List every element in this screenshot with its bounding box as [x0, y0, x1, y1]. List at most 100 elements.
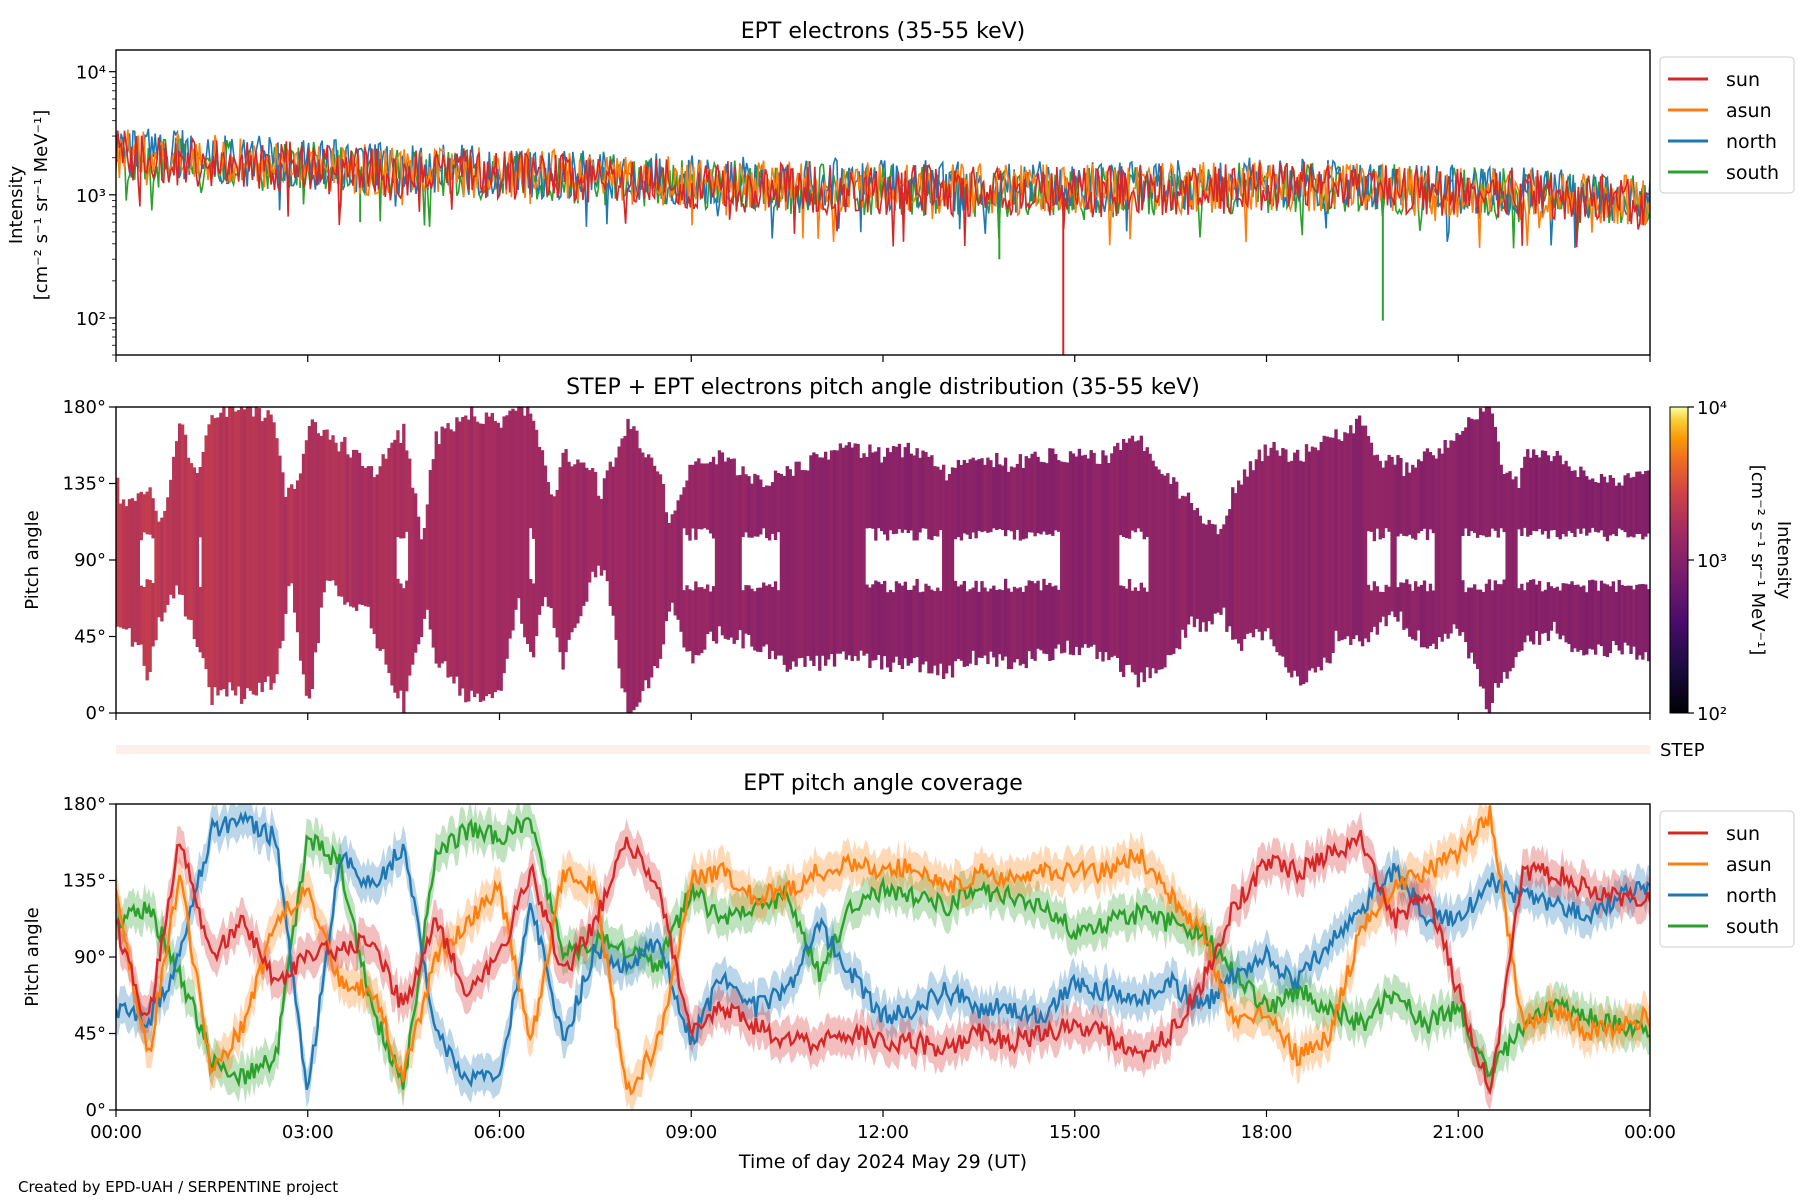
heatmap-cell	[1570, 581, 1574, 653]
heatmap-cell	[1003, 457, 1008, 537]
heatmap-cell	[293, 489, 297, 613]
heatmap-cell	[1629, 585, 1633, 654]
heatmap-cell	[1502, 474, 1506, 533]
heatmap-cell	[977, 459, 981, 531]
heatmap-cell	[1101, 450, 1105, 662]
heatmap-cell	[570, 466, 574, 633]
heatmap-cell	[1107, 463, 1111, 661]
heatmap-cell	[750, 483, 754, 538]
heatmap-cell	[1635, 471, 1639, 534]
heatmap-cell	[1508, 471, 1512, 672]
legend-label-south: south	[1726, 162, 1779, 184]
heatmap-cell	[381, 454, 385, 650]
heatmap-cell	[1467, 587, 1471, 659]
heatmap-cell	[334, 442, 338, 586]
heatmap-cell	[1475, 419, 1480, 538]
x-tick-label: 06:00	[474, 1122, 526, 1143]
heatmap-cell	[343, 437, 347, 605]
heatmap-cell	[638, 448, 642, 703]
heatmap-cell	[685, 585, 689, 652]
heatmap-cell	[1605, 584, 1610, 658]
heatmap-cell	[405, 450, 409, 532]
heatmap-cell	[841, 447, 846, 652]
heatmap-cell	[980, 458, 984, 533]
heatmap-cell	[1399, 582, 1403, 612]
heatmap-cell	[971, 587, 975, 651]
legend-label-asun: asun	[1726, 100, 1772, 122]
heatmap-cell	[116, 477, 120, 627]
heatmap-cell	[213, 418, 217, 688]
heatmap-cell	[1157, 469, 1161, 670]
heatmap-cell	[826, 459, 831, 660]
heatmap-cell	[939, 469, 943, 531]
heatmap-cell	[676, 500, 680, 620]
y-tick-label: 135°	[63, 871, 106, 892]
heatmap-cell	[900, 585, 905, 670]
heatmap-cell	[437, 444, 441, 668]
heatmap-cell	[1408, 472, 1412, 535]
heatmap-cell	[865, 584, 869, 654]
heatmap-cell	[998, 589, 1002, 655]
heatmap-cell	[1009, 591, 1014, 670]
heatmap-cell	[989, 460, 993, 533]
heatmap-cell	[145, 579, 149, 681]
heatmap-cell	[809, 455, 813, 661]
heatmap-cell	[847, 442, 851, 656]
heatmap-cell	[1145, 447, 1149, 537]
heatmap-cell	[953, 467, 958, 540]
heatmap-cell	[472, 416, 477, 698]
heatmap-cell	[939, 591, 943, 664]
heatmap-cell	[328, 439, 332, 581]
heatmap-cell	[1414, 581, 1418, 641]
heatmap-cell	[614, 457, 618, 640]
heatmap-cell	[1411, 590, 1415, 640]
heatmap-cell	[877, 581, 881, 655]
heatmap-cell	[803, 470, 807, 667]
heatmap-cell	[974, 580, 978, 666]
heatmap-cell	[1416, 459, 1421, 534]
heatmap-cell	[1051, 586, 1055, 661]
heatmap-cell	[248, 407, 253, 691]
heatmap-cell	[1272, 441, 1276, 647]
panel1-y-axis: 10² 10³ 10⁴	[76, 63, 116, 356]
heatmap-cell	[1537, 457, 1542, 530]
heatmap-cell	[977, 591, 981, 658]
heatmap-cell	[537, 446, 542, 615]
heatmap-cell	[166, 497, 170, 605]
heatmap-cell	[744, 474, 748, 533]
heatmap-cell	[688, 589, 692, 652]
y-tick-label: 0°	[86, 1100, 106, 1121]
heatmap-cell	[287, 487, 291, 587]
heatmap-cell	[1340, 441, 1344, 641]
heatmap-cell	[1543, 450, 1548, 532]
heatmap-cell	[788, 469, 792, 670]
heatmap-cell	[779, 473, 784, 656]
heatmap-cell	[290, 484, 294, 584]
heatmap-cell	[1278, 455, 1282, 656]
heatmap-cell	[475, 421, 480, 694]
legend-box	[1659, 810, 1795, 948]
heatmap-cell	[711, 586, 716, 642]
heatmap-cell	[635, 430, 639, 707]
heatmap-cell	[903, 581, 907, 659]
heatmap-cell	[1543, 589, 1548, 633]
heatmap-cell	[1455, 433, 1459, 629]
heatmap-cell	[1467, 417, 1471, 536]
heatmap-cell	[944, 480, 949, 674]
heatmap-cell	[891, 592, 896, 663]
heatmap-cell	[605, 470, 610, 582]
heatmap-cell	[649, 457, 654, 678]
heatmap-cell	[1629, 477, 1633, 537]
heatmap-cell	[1124, 588, 1129, 666]
heatmap-cell	[1039, 590, 1043, 651]
heatmap-cell	[234, 411, 238, 696]
legend-label-north: north	[1726, 131, 1777, 153]
heatmap-cell	[142, 494, 146, 533]
heatmap-cell	[647, 454, 651, 689]
colorbar-tick-label: 10²	[1697, 704, 1727, 725]
heatmap-cell	[1015, 588, 1020, 660]
heatmap-cell	[151, 583, 155, 647]
heatmap-cell	[1054, 585, 1058, 649]
heatmap-cell	[921, 591, 925, 665]
heatmap-cell	[1322, 435, 1326, 658]
